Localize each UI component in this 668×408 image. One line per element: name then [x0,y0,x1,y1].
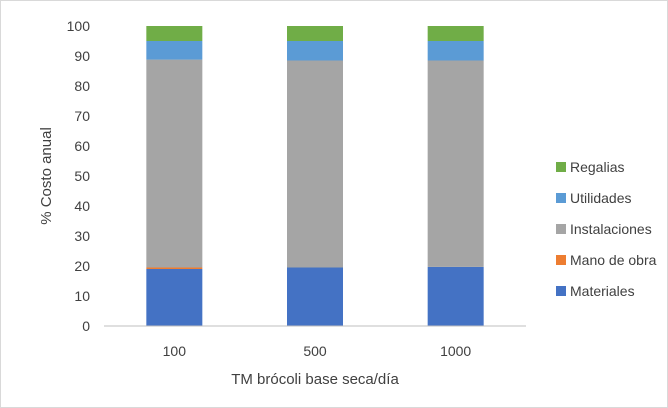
y-tick-label: 90 [74,48,90,64]
bar-segment-instalaciones-1000 [427,60,484,267]
bars [146,26,484,326]
bar-segment-utilidades-100 [146,41,203,60]
x-axis-tick-labels: 100 500 1000 [163,343,472,359]
y-axis-tick-labels: 0 10 20 30 40 50 60 70 80 90 100 [67,18,91,334]
legend-swatch [556,255,566,265]
y-tick-label: 70 [74,108,90,124]
bar-segment-utilidades-1000 [427,41,484,61]
y-tick-label: 20 [74,258,90,274]
bar-segment-materiales-100 [146,269,203,326]
bar-segment-instalaciones-500 [287,60,343,268]
bar-segment-mano-de-obra-100 [146,267,203,269]
legend-swatch [556,286,566,296]
legend-label: Regalias [570,159,624,175]
y-tick-label: 60 [74,138,90,154]
y-tick-label: 30 [74,228,90,244]
legend-label: Materiales [570,283,635,299]
bar-segment-regalias-100 [146,26,203,41]
y-tick-label: 10 [74,288,90,304]
bar-segment-materiales-500 [287,267,343,326]
y-tick-label: 50 [74,168,90,184]
bar-segment-materiales-1000 [427,266,484,326]
x-tick-label: 500 [303,343,327,359]
x-tick-label: 100 [163,343,187,359]
legend-label: Instalaciones [570,221,652,237]
bar-segment-regalias-1000 [427,26,484,41]
x-tick-label: 1000 [440,343,471,359]
bar-segment-instalaciones-100 [146,59,203,268]
legend-label: Utilidades [570,190,631,206]
y-axis-title: % Costo anual [38,127,55,225]
y-tick-label: 40 [74,198,90,214]
y-tick-label: 100 [67,18,91,34]
legend-swatch [556,162,566,172]
legend-label: Mano de obra [570,252,657,268]
legend-swatch [556,224,566,234]
y-tick-label: 80 [74,78,90,94]
legend-swatch [556,193,566,203]
bar-segment-regalias-500 [287,26,343,41]
x-axis-title: TM brócoli base seca/día [231,371,399,388]
legend: Regalias Utilidades Instalaciones Mano de o… [556,159,657,299]
y-tick-label: 0 [82,318,90,334]
bar-segment-utilidades-500 [287,41,343,61]
